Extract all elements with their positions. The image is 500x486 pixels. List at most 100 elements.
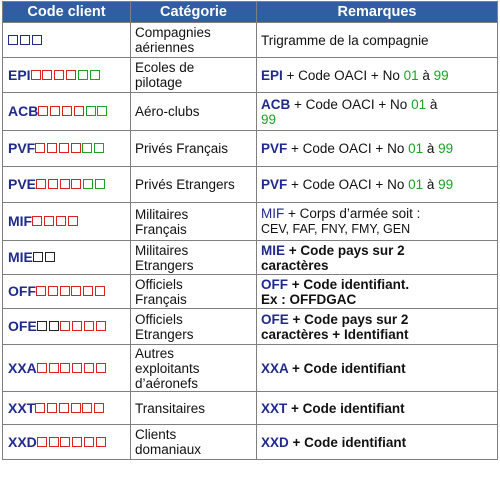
remark-segment: + Code identifiant — [288, 434, 407, 450]
category-line: Clients — [135, 427, 177, 442]
remark-segment: CEV, FAF, FNY, FMY, GEN — [261, 222, 411, 236]
remark-segment: 01 — [408, 177, 424, 192]
category-line: exploitants — [135, 360, 200, 376]
placeholder-box-icon — [47, 179, 58, 189]
category-line: Etrangers — [135, 257, 194, 273]
placeholder-box-icon — [85, 106, 96, 116]
remark-segment: + Code OACI + No — [287, 141, 409, 156]
remark-segment: Trigramme de la compagnie — [261, 32, 429, 48]
placeholder-box-icon — [35, 143, 46, 153]
remark-cell: OFE + Code pays sur 2 caractères + Identi… — [256, 308, 498, 345]
client-code-prefix: XXD — [8, 433, 37, 450]
table-row: MIE Militaires Etrangers MIE + Code pays su… — [2, 240, 498, 275]
remark-segment: XXT — [261, 400, 288, 416]
placeholder-box-icon — [83, 436, 94, 447]
remark-segment: à — [423, 141, 439, 156]
remark-line: XXD + Code identifiant — [261, 435, 493, 450]
remark-segment: + Code OACI + No — [290, 96, 412, 112]
placeholder-box-icon — [35, 402, 46, 413]
category-cell: Autres exploitants d’aéronefs — [130, 344, 257, 392]
placeholder-box-icon — [83, 362, 94, 373]
client-code-prefix: ACB — [8, 103, 39, 119]
client-code-cell: MIE — [2, 240, 131, 275]
header-code-client: Code client — [2, 1, 131, 23]
placeholder-box-icon — [61, 106, 72, 116]
category-cell: Clients domaniaux — [130, 424, 257, 460]
remark-line: PVF + Code OACI + No 01 à 99 — [261, 177, 493, 192]
placeholder-box-icon — [67, 216, 78, 226]
placeholder-box-icon — [36, 179, 47, 189]
placeholder-box-icon — [59, 286, 70, 296]
placeholder-box-icon — [95, 179, 105, 189]
client-code-prefix: MIF — [8, 213, 33, 229]
placeholder-box-icon — [70, 143, 81, 153]
table-row: ACB Aéro-clubs ACB + Code OACI + No 01 à 99 — [2, 92, 498, 131]
placeholder-box-icon — [31, 34, 42, 45]
placeholder-box-icon — [83, 286, 94, 296]
client-code-prefix: OFF — [8, 283, 36, 299]
remark-segment: MIF — [261, 206, 285, 221]
remark-segment: ACB — [261, 96, 291, 112]
client-code-prefix: XXA — [8, 359, 37, 376]
category-cell: Transitaires — [130, 391, 257, 425]
remark-cell: XXA + Code identifiant — [256, 344, 498, 392]
placeholder-box-icon — [32, 216, 43, 226]
table-row: XXA Autres exploitants d’aéronefs XXA + Code… — [2, 344, 498, 392]
remark-segment: + Code pays sur 2 — [288, 311, 409, 327]
client-code-cell — [2, 22, 131, 58]
remark-line: XXT + Code identifiant — [261, 401, 493, 416]
remark-line: OFE + Code pays sur 2 — [261, 312, 493, 327]
remark-line: ACB + Code OACI + No 01 à — [261, 97, 493, 112]
category-line: d’aéronefs — [135, 375, 199, 391]
category-line: Compagnies — [135, 25, 211, 40]
remark-line: 99 — [261, 112, 493, 127]
remark-line: EPI + Code OACI + No 01 à 99 — [261, 68, 493, 83]
placeholder-box-icon — [70, 402, 81, 413]
table-row: OFE Officiels Etrangers OFE + Code pays sur… — [2, 308, 498, 345]
category-cell: Privés Français — [130, 130, 257, 167]
category-cell: Officiels Etrangers — [130, 308, 257, 345]
placeholder-box-icon — [77, 69, 88, 80]
remark-line: XXA + Code identifiant — [261, 361, 493, 376]
table-row: Compagnies aériennes Trigramme de la compa… — [2, 22, 498, 58]
placeholder-box-icon — [42, 69, 53, 80]
remark-line: caractères — [261, 258, 493, 273]
client-code-cell: XXT — [2, 391, 131, 425]
category-line: aériennes — [135, 40, 195, 55]
placeholder-box-icon — [94, 143, 105, 153]
remark-segment: XXA — [261, 360, 289, 376]
remark-line: CEV, FAF, FNY, FMY, GEN — [261, 221, 493, 237]
client-code-prefix: XXT — [8, 399, 36, 416]
remark-segment: à — [423, 177, 439, 192]
client-codes-table: Code client Catégorie Remarques Compagni… — [2, 1, 498, 460]
remark-segment: à — [426, 96, 438, 112]
remark-segment: + Code identifiant. — [288, 276, 410, 292]
placeholder-box-icon — [19, 34, 30, 45]
remark-segment: OFF — [261, 276, 288, 292]
placeholder-box-icon — [65, 69, 76, 80]
remark-segment: XXD — [261, 434, 289, 450]
table-header-row: Code client Catégorie Remarques — [2, 1, 498, 23]
remark-segment: + Code identifiant — [287, 400, 405, 416]
placeholder-box-icon — [43, 216, 54, 226]
remark-segment: 99 — [433, 67, 449, 83]
category-line: Français — [135, 291, 187, 307]
category-line: Transitaires — [135, 400, 206, 416]
header-categorie: Catégorie — [130, 1, 257, 23]
placeholder-box-icon — [47, 402, 58, 413]
placeholder-box-icon — [95, 321, 106, 331]
remark-cell: ACB + Code OACI + No 01 à 99 — [256, 92, 498, 131]
client-code-cell: MIF — [2, 202, 131, 241]
remark-line: caractères + Identifiant — [261, 327, 493, 342]
placeholder-box-icon — [72, 362, 83, 373]
placeholder-box-icon — [94, 286, 105, 296]
category-cell: Ecoles de pilotage — [130, 57, 257, 93]
remark-line: MIF + Corps d’armée soit : — [261, 206, 493, 221]
placeholder-box-icon — [48, 321, 59, 331]
placeholder-box-icon — [95, 436, 106, 447]
codes-table-wrapper: Code client Catégorie Remarques Compagni… — [2, 1, 498, 460]
remark-segment: EPI — [261, 67, 283, 83]
client-code-prefix: OFE — [8, 318, 37, 334]
header-remarques: Remarques — [256, 1, 498, 23]
remark-line: Ex : OFFDGAC — [261, 292, 493, 307]
